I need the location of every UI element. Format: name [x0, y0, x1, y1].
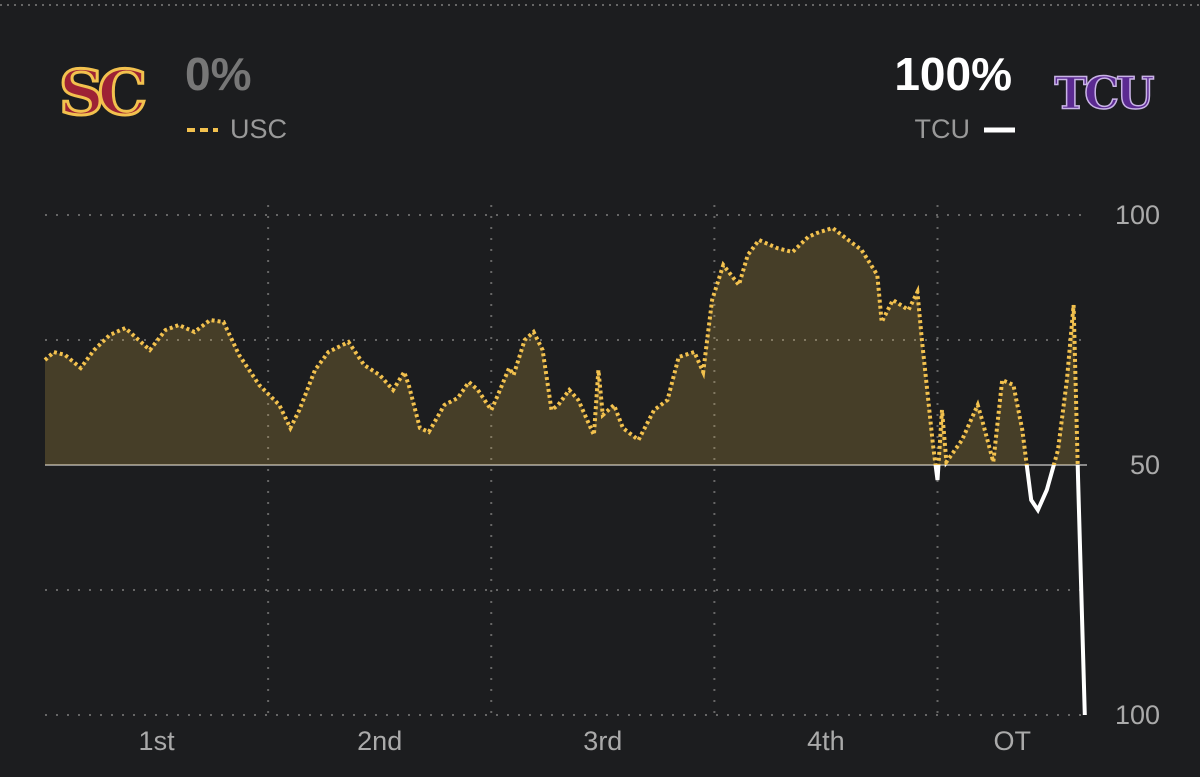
legend-label: TCU — [915, 114, 971, 144]
y-tick-label: 100 — [1115, 200, 1160, 230]
y-tick-label: 100 — [1115, 700, 1160, 730]
x-tick-label: 1st — [139, 726, 176, 756]
team-probability: 100% — [894, 48, 1012, 100]
x-tick-label: 3rd — [583, 726, 622, 756]
x-tick-label: OT — [994, 726, 1032, 756]
x-tick-label: 4th — [807, 726, 845, 756]
x-tick-label: 2nd — [357, 726, 402, 756]
team-logo: SC — [59, 56, 145, 129]
y-tick-label: 50 — [1130, 450, 1160, 480]
team-logo: TCU — [1054, 69, 1154, 120]
legend-label: USC — [230, 114, 287, 144]
team-probability: 0% — [185, 48, 251, 100]
area-fill — [45, 228, 1085, 465]
line-home — [43, 225, 1080, 465]
